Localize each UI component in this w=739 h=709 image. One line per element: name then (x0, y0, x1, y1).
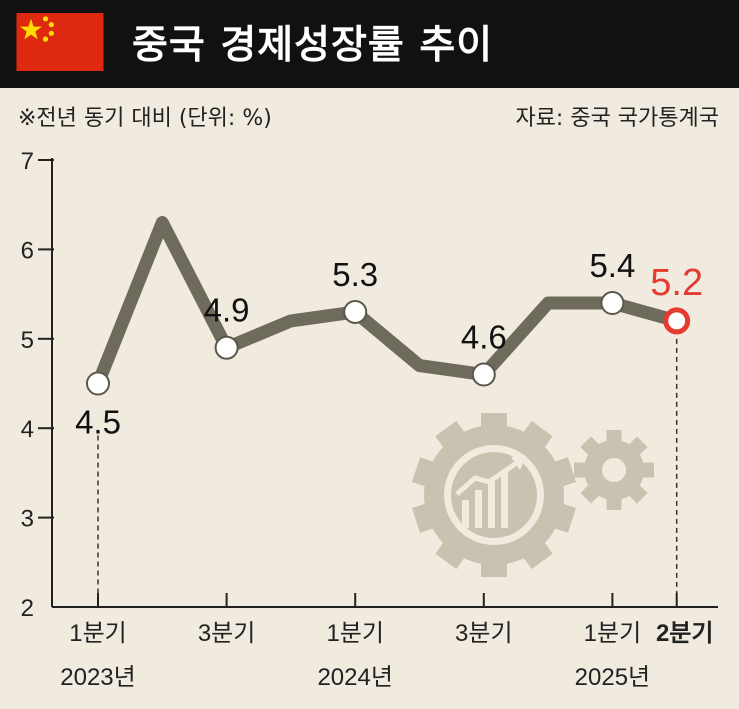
x-tick-label: 1분기 (69, 620, 127, 647)
page-title: 중국 경제성장률 추이 (132, 23, 494, 68)
y-tick-label: 7 (21, 148, 34, 175)
x-year-label: 2024년 (317, 664, 392, 691)
header-bar: 중국 경제성장률 추이 (0, 0, 739, 88)
x-tick-label: 1분기 (326, 620, 384, 647)
x-tick-label: 1분기 (584, 620, 642, 647)
x-tick-label: 3분기 (455, 620, 513, 647)
data-label: 4.5 (75, 404, 121, 441)
source-note: 자료: 중국 국가통계국 (515, 106, 719, 131)
y-tick-label: 4 (21, 416, 34, 443)
y-tick-label: 3 (21, 506, 34, 533)
x-year-label: 2023년 (60, 664, 135, 691)
data-point (343, 299, 368, 324)
data-label: 5.3 (332, 256, 378, 293)
data-point (471, 362, 496, 387)
x-tick-label: 2분기 (656, 620, 714, 647)
series-line (91, 216, 684, 390)
y-tick-label: 6 (21, 237, 34, 264)
highlight-data-label: 5.2 (650, 262, 703, 304)
y-tick-label: 5 (21, 327, 34, 354)
unit-note: ※전년 동기 대비 (단위: %) (18, 106, 272, 131)
data-point (600, 291, 625, 316)
china-flag-icon (16, 13, 104, 71)
x-year-label: 2025년 (575, 664, 650, 691)
highlight-point (663, 307, 691, 335)
data-label: 4.9 (204, 292, 250, 329)
y-tick-label: 2 (21, 595, 34, 622)
gears-growth-chart-icon (411, 413, 654, 577)
data-label: 4.6 (461, 319, 507, 356)
data-point (214, 335, 239, 360)
data-label: 5.4 (589, 247, 635, 284)
data-point (86, 371, 110, 396)
x-tick-label: 3분기 (198, 620, 256, 647)
